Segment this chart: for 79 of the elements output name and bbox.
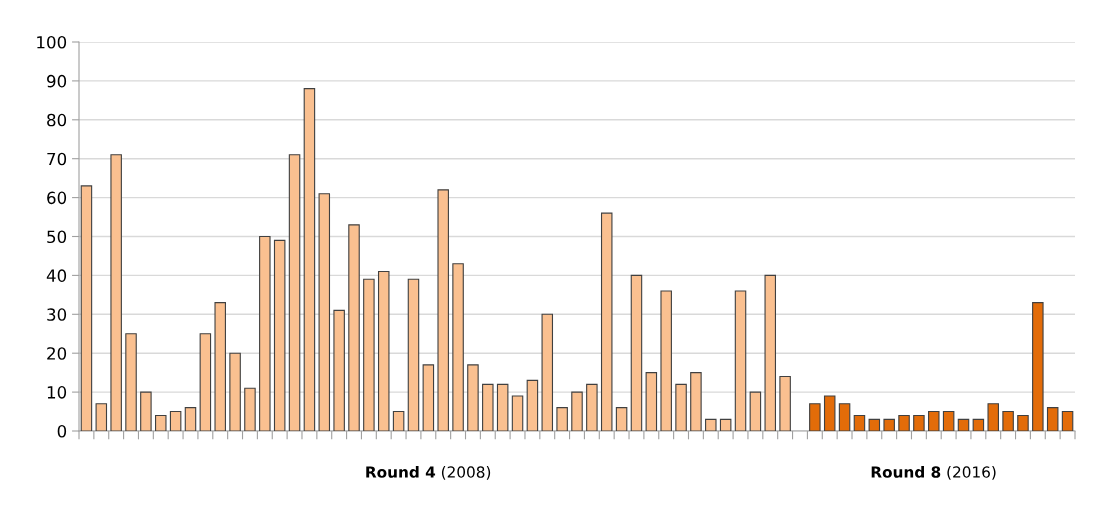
bar <box>987 403 999 431</box>
bar <box>675 383 687 431</box>
bar <box>928 410 940 431</box>
y-tick-label: 90 <box>47 74 67 88</box>
bar <box>615 407 628 431</box>
bar <box>80 185 93 431</box>
bar <box>1046 407 1059 431</box>
y-tick-label: 60 <box>47 191 67 205</box>
bar <box>244 387 256 431</box>
bar <box>229 352 241 431</box>
y-tick-label: 70 <box>47 152 67 166</box>
y-tick-label: 80 <box>47 113 67 127</box>
bar <box>273 239 286 431</box>
bar <box>407 278 420 431</box>
bar <box>749 391 762 431</box>
bar <box>853 414 866 431</box>
bar <box>883 418 895 431</box>
y-tick-label: 30 <box>47 308 67 321</box>
y-tick-label: 0 <box>57 424 67 438</box>
bar <box>838 403 851 431</box>
bar <box>288 154 301 431</box>
bar <box>333 309 345 431</box>
bar <box>957 418 970 431</box>
text: Round 4 (2008) <box>366 466 491 480</box>
bar <box>377 270 390 431</box>
bar <box>779 375 791 431</box>
bar <box>645 372 658 431</box>
text: Round 8 (2016) <box>871 466 996 480</box>
bar <box>972 418 985 431</box>
bar <box>705 418 717 431</box>
bar <box>823 395 836 431</box>
bar <box>586 383 598 431</box>
bar <box>764 274 777 431</box>
bar <box>734 290 747 431</box>
bar <box>571 391 583 431</box>
bar <box>496 383 509 431</box>
bar <box>913 414 925 431</box>
bar <box>184 407 197 431</box>
bar <box>868 418 881 431</box>
y-tick-label: 100 <box>37 35 67 49</box>
bar <box>809 403 821 431</box>
y-tick-label: 40 <box>46 269 67 282</box>
bar <box>363 278 375 431</box>
bar <box>898 414 910 431</box>
bar <box>95 403 108 431</box>
bar <box>1032 302 1044 431</box>
bar <box>719 418 732 431</box>
bar <box>690 372 702 431</box>
bar <box>348 224 360 431</box>
bar <box>110 154 122 431</box>
bar <box>140 391 152 431</box>
bar <box>214 302 226 431</box>
bar <box>556 407 568 431</box>
bar <box>199 333 212 431</box>
bar <box>422 364 435 431</box>
bar <box>630 274 643 431</box>
y-tick-label: 50 <box>47 230 67 244</box>
bar <box>467 364 479 431</box>
bar <box>169 410 182 431</box>
bar <box>155 414 167 431</box>
bar <box>303 88 316 431</box>
bar <box>125 333 137 431</box>
bar <box>452 263 464 431</box>
bar <box>392 410 405 431</box>
bar <box>1002 410 1014 431</box>
bar <box>318 193 331 431</box>
bar <box>942 410 955 431</box>
y-tick-label: 10 <box>47 386 67 399</box>
bar <box>1061 410 1074 431</box>
bar <box>1017 414 1029 431</box>
bar <box>660 290 672 431</box>
bar <box>541 313 554 431</box>
bar <box>482 383 494 431</box>
bar <box>259 235 271 431</box>
bar <box>526 379 539 431</box>
y-tick-label: 20 <box>47 347 67 360</box>
bar <box>511 395 524 431</box>
bar <box>437 189 449 431</box>
bar <box>600 212 613 431</box>
